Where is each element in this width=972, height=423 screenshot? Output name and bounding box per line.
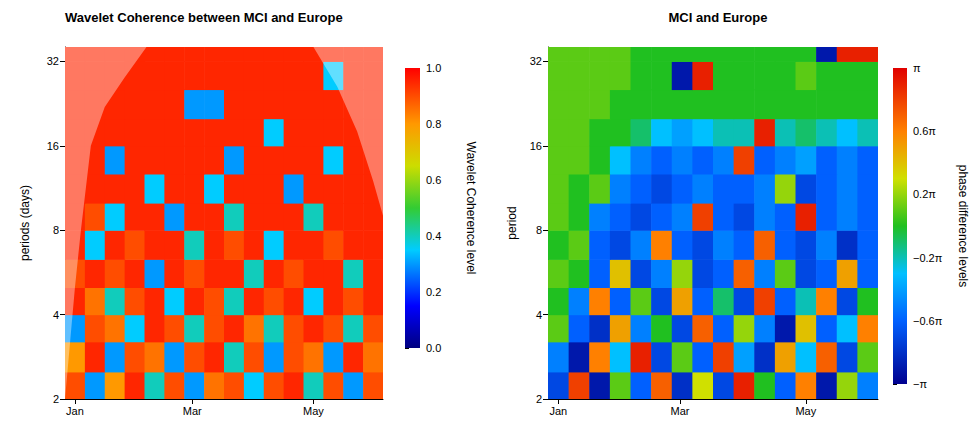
svg-text:0.2π: 0.2π [913, 188, 936, 200]
svg-text:0.6π: 0.6π [913, 125, 936, 137]
svg-text:32: 32 [47, 55, 59, 67]
svg-text:1.0: 1.0 [426, 62, 441, 74]
svg-text:16: 16 [47, 140, 59, 152]
svg-text:−0.2π: −0.2π [913, 252, 943, 264]
svg-text:4: 4 [53, 309, 59, 321]
svg-text:32: 32 [530, 55, 542, 67]
svg-text:−0.6π: −0.6π [913, 315, 943, 327]
svg-text:May: May [303, 405, 324, 417]
svg-text:Wavelet Coherence between MCI: Wavelet Coherence between MCI and Europe [65, 10, 343, 25]
svg-text:phase difference levels: phase difference levels [956, 165, 970, 288]
svg-text:0.0: 0.0 [426, 342, 441, 354]
svg-text:2: 2 [536, 393, 542, 405]
svg-text:Mar: Mar [671, 405, 690, 417]
svg-text:0.2: 0.2 [426, 286, 441, 298]
svg-text:period: period [505, 206, 519, 239]
svg-text:periods (days): periods (days) [18, 185, 32, 261]
svg-text:Wavelet Coherence level: Wavelet Coherence level [464, 142, 478, 275]
svg-text:0.8: 0.8 [426, 118, 441, 130]
svg-text:π: π [913, 62, 921, 74]
svg-text:Mar: Mar [183, 405, 202, 417]
svg-text:16: 16 [530, 140, 542, 152]
svg-text:8: 8 [536, 224, 542, 236]
svg-text:8: 8 [53, 224, 59, 236]
svg-text:May: May [795, 405, 816, 417]
svg-text:−π: −π [913, 378, 927, 390]
svg-text:4: 4 [536, 309, 542, 321]
svg-text:2: 2 [53, 393, 59, 405]
svg-text:Jan: Jan [549, 405, 567, 417]
svg-text:0.4: 0.4 [426, 230, 441, 242]
svg-text:MCI and Europe: MCI and Europe [669, 10, 768, 25]
svg-text:Jan: Jan [66, 405, 84, 417]
svg-text:0.6: 0.6 [426, 174, 441, 186]
